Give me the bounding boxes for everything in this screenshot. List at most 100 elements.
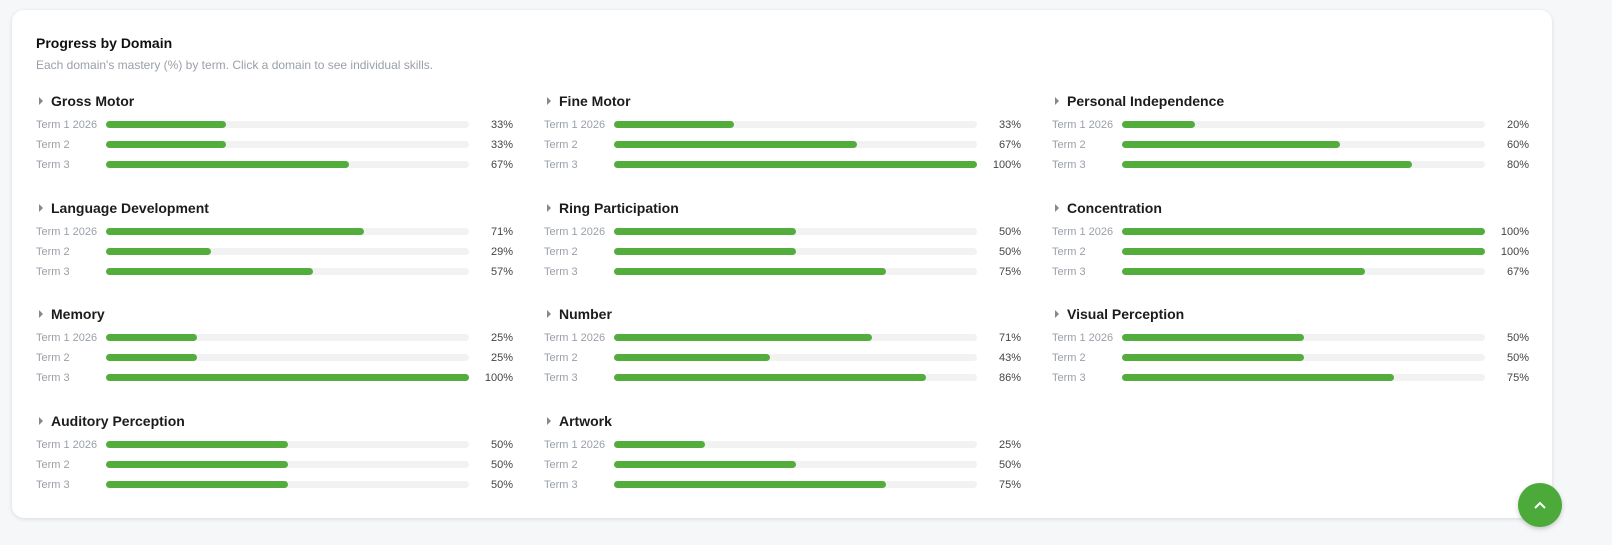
term-label: Term 1 2026 (544, 332, 606, 345)
domain-name[interactable]: Memory (51, 306, 105, 323)
percent-label: 67% (998, 139, 1021, 151)
percent-label: 33% (998, 119, 1021, 131)
progress-bar (1122, 267, 1366, 275)
term-label: Term 3 (36, 159, 70, 171)
expand-caret (547, 97, 551, 105)
progress-bar (106, 461, 288, 469)
expand-caret (1055, 203, 1059, 212)
percent-label: 67% (1506, 265, 1529, 278)
percent-label: 75% (998, 479, 1021, 492)
progress-bar (1122, 227, 1485, 235)
progress-bar (614, 441, 705, 449)
term-label: Term 2 (544, 245, 578, 258)
progress-track (106, 354, 469, 362)
expand-caret (39, 97, 43, 105)
term-label: Term 3 (544, 372, 578, 385)
progress-bar (106, 441, 288, 449)
term-label: Term 2 (36, 352, 70, 365)
term-label: Term 3 (36, 265, 70, 278)
term-label: Term 2 (1052, 245, 1086, 258)
progress-bar (1122, 121, 1195, 128)
domain-name[interactable]: Concentration (1067, 199, 1162, 216)
term-label: Term 1 2026 (1052, 119, 1114, 131)
term-label: Term 2 (544, 352, 578, 365)
progress-bar (614, 354, 771, 362)
domain-name[interactable]: Fine Motor (559, 93, 631, 109)
progress-bar (106, 374, 469, 382)
percent-label: 86% (998, 372, 1021, 385)
progress-track (1122, 354, 1485, 362)
term-label: Term 2 (36, 139, 70, 151)
expand-caret (1055, 97, 1059, 105)
progress-bar (106, 334, 197, 342)
progress-track (614, 141, 977, 148)
domain-name[interactable]: Artwork (559, 413, 612, 430)
progress-bar (1122, 161, 1413, 168)
expand-caret (39, 203, 43, 212)
progress-track (1122, 247, 1485, 255)
card: Progress by Domain Each domain's mastery… (12, 10, 1552, 518)
domain-name[interactable]: Personal Independence (1067, 93, 1225, 109)
term-label: Term 1 2026 (36, 332, 98, 345)
percent-label: 25% (998, 439, 1021, 452)
percent-label: 50% (490, 439, 513, 452)
progress-bar (106, 354, 197, 362)
subtitle: Each domain's mastery (%) by term. Click… (36, 58, 434, 72)
expand-caret (39, 310, 43, 319)
progress-bar (614, 247, 796, 255)
percent-label: 57% (490, 265, 513, 278)
progress-track (106, 334, 469, 342)
domain-name[interactable]: Auditory Perception (51, 413, 185, 430)
progress-bar (614, 461, 796, 469)
percent-label: 75% (1506, 372, 1529, 385)
domain-name[interactable]: Ring Participation (559, 199, 679, 216)
progress-track (106, 161, 469, 168)
term-label: Term 1 2026 (36, 225, 98, 238)
progress-track (1122, 334, 1485, 342)
percent-label: 33% (490, 139, 513, 151)
progress-track (614, 227, 977, 235)
term-label: Term 2 (544, 459, 578, 472)
domain-name[interactable]: Number (559, 306, 612, 323)
expand-caret (547, 417, 551, 426)
percent-label: 100% (1500, 245, 1529, 258)
progress-bar (106, 267, 313, 275)
progress-track (106, 267, 469, 275)
progress-bar (614, 334, 872, 342)
term-label: Term 1 2026 (36, 439, 98, 452)
percent-label: 50% (1506, 332, 1529, 345)
term-label: Term 2 (36, 245, 70, 258)
percent-label: 29% (490, 245, 513, 258)
percent-label: 75% (998, 265, 1021, 278)
percent-label: 71% (998, 332, 1021, 345)
progress-track (614, 161, 977, 168)
percent-label: 67% (490, 159, 513, 171)
progress-bar (1122, 247, 1485, 255)
domain-name[interactable]: Language Development (51, 199, 209, 216)
progress-track (1122, 374, 1485, 382)
progress-bar (614, 121, 734, 128)
progress-track (106, 461, 469, 469)
term-label: Term 2 (1052, 352, 1086, 365)
progress-track (106, 481, 469, 489)
percent-label: 25% (490, 352, 513, 365)
title: Progress by Domain (36, 35, 173, 51)
progress-bar (1122, 354, 1304, 362)
domain-name[interactable]: Visual Perception (1067, 306, 1185, 323)
progress-bar (614, 141, 858, 148)
percent-label: 100% (484, 372, 513, 385)
progress-track (1122, 267, 1485, 275)
percent-label: 33% (490, 119, 513, 131)
expand-caret (547, 310, 551, 319)
percent-label: 80% (1506, 159, 1529, 171)
percent-label: 50% (998, 245, 1021, 258)
percent-label: 20% (1506, 119, 1529, 131)
domain-name[interactable]: Gross Motor (51, 93, 135, 109)
progress-track (1122, 227, 1485, 235)
scroll-top-button[interactable] (1518, 483, 1562, 527)
term-label: Term 3 (544, 159, 578, 171)
progress-bar (106, 141, 226, 148)
term-label: Term 1 2026 (36, 119, 98, 131)
percent-label: 60% (1506, 139, 1529, 151)
